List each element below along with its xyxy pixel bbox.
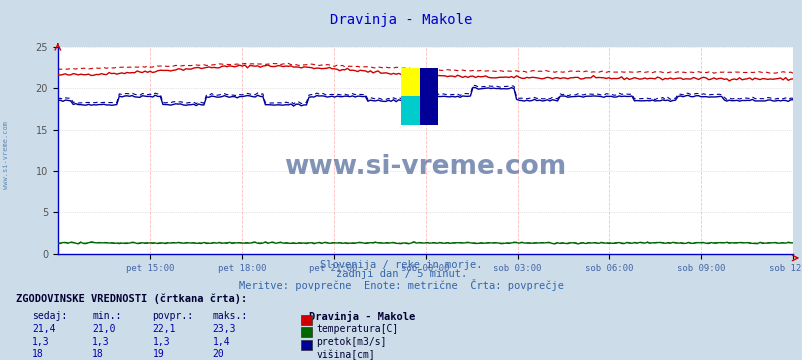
Text: 1,3: 1,3 bbox=[32, 337, 50, 347]
Text: 1,3: 1,3 bbox=[92, 337, 110, 347]
Text: 1,4: 1,4 bbox=[213, 337, 230, 347]
Text: 23,3: 23,3 bbox=[213, 324, 236, 334]
Text: 19: 19 bbox=[152, 349, 164, 359]
Text: ZGODOVINSKE VREDNOSTI (črtkana črta):: ZGODOVINSKE VREDNOSTI (črtkana črta): bbox=[16, 293, 247, 304]
Text: 21,4: 21,4 bbox=[32, 324, 55, 334]
Text: temperatura[C]: temperatura[C] bbox=[316, 324, 398, 334]
Text: www.si-vreme.com: www.si-vreme.com bbox=[3, 121, 10, 189]
Text: maks.:: maks.: bbox=[213, 311, 248, 321]
Text: 18: 18 bbox=[92, 349, 104, 359]
FancyBboxPatch shape bbox=[401, 68, 438, 126]
Text: sedaj:: sedaj: bbox=[32, 311, 67, 321]
Text: 20: 20 bbox=[213, 349, 225, 359]
FancyBboxPatch shape bbox=[419, 68, 438, 126]
FancyBboxPatch shape bbox=[401, 96, 419, 126]
Text: zadnji dan / 5 minut.: zadnji dan / 5 minut. bbox=[335, 269, 467, 279]
Text: Dravinja - Makole: Dravinja - Makole bbox=[309, 311, 415, 323]
Text: Slovenija / reke in morje.: Slovenija / reke in morje. bbox=[320, 260, 482, 270]
Text: višina[cm]: višina[cm] bbox=[316, 349, 375, 360]
Text: povpr.:: povpr.: bbox=[152, 311, 193, 321]
Text: min.:: min.: bbox=[92, 311, 122, 321]
Text: 18: 18 bbox=[32, 349, 44, 359]
Text: Dravinja - Makole: Dravinja - Makole bbox=[330, 13, 472, 27]
Text: 21,0: 21,0 bbox=[92, 324, 115, 334]
Text: www.si-vreme.com: www.si-vreme.com bbox=[284, 154, 566, 180]
Text: 1,3: 1,3 bbox=[152, 337, 170, 347]
Text: Meritve: povprečne  Enote: metrične  Črta: povprečje: Meritve: povprečne Enote: metrične Črta:… bbox=[239, 279, 563, 291]
Text: pretok[m3/s]: pretok[m3/s] bbox=[316, 337, 387, 347]
Text: 22,1: 22,1 bbox=[152, 324, 176, 334]
